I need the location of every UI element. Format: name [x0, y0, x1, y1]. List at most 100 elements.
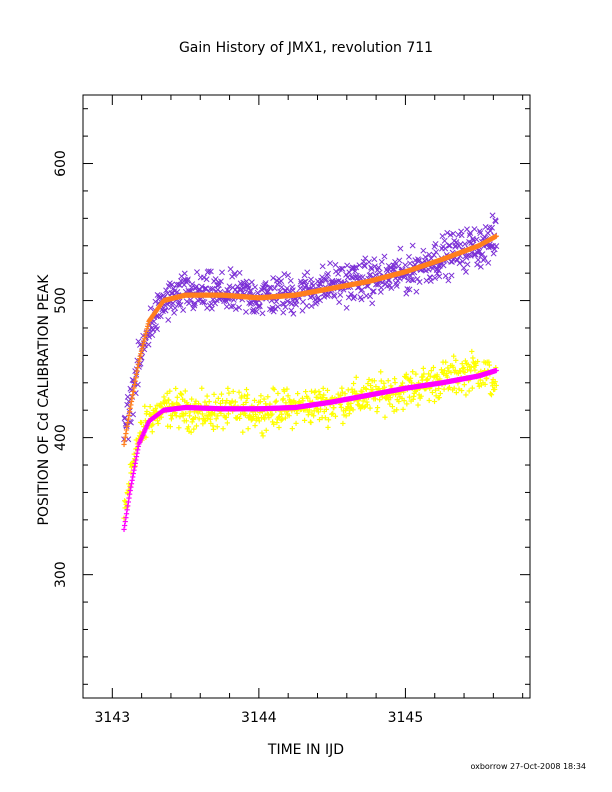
series-2-point [271, 421, 277, 427]
series-2-point [353, 374, 359, 380]
series-2-point [283, 400, 289, 406]
series-3-point [128, 484, 134, 490]
series-2-point [267, 401, 273, 407]
series-1-point [145, 321, 151, 327]
series-0-point [280, 301, 287, 308]
series-0-point [226, 283, 233, 290]
series-2-point [366, 376, 372, 383]
series-0-point [352, 268, 359, 275]
series-2-point [164, 390, 170, 396]
series-0-point [485, 244, 492, 251]
series-2-point [293, 420, 299, 426]
series-2-point [147, 403, 153, 410]
series-2-point [332, 413, 339, 419]
series-2-point [396, 398, 402, 405]
series-2-point [461, 382, 467, 388]
series-2-point [382, 414, 388, 420]
series-2-point [308, 419, 314, 426]
series-3-point [135, 447, 141, 453]
series-0-point [381, 253, 388, 260]
series-2-point [389, 403, 396, 410]
series-0-point [331, 293, 338, 300]
series-1-point [144, 326, 150, 332]
series-0-point [369, 300, 376, 307]
series-3-point [127, 487, 133, 494]
series-3-point [125, 499, 131, 505]
series-2-point [183, 410, 189, 417]
series-3-point [133, 457, 139, 463]
series-0-point [228, 303, 235, 310]
series-2-point [421, 371, 427, 377]
series-1-point [130, 392, 136, 398]
series-0-point [162, 307, 169, 314]
series-0-point [215, 282, 222, 289]
series-1-point [145, 323, 151, 329]
series-2-point [177, 414, 183, 420]
series-0-point [274, 303, 281, 310]
series-2-point [316, 388, 322, 395]
series-2-point [271, 386, 277, 393]
series-0-point [145, 341, 152, 348]
series-0-point [393, 282, 400, 289]
series-2-point [218, 391, 225, 397]
series-3-point [122, 518, 128, 525]
series-1-point [129, 395, 135, 401]
series-0-point [386, 282, 393, 289]
series-0-point [432, 275, 439, 282]
series-2-point [320, 395, 326, 401]
series-0-point [481, 255, 488, 262]
series-2-point [149, 429, 155, 435]
series-2-point [121, 498, 128, 504]
series-0-point [368, 264, 375, 271]
series-0-point [200, 274, 207, 281]
series-2-point [363, 386, 369, 392]
series-0-point [359, 286, 366, 293]
series-0-point [186, 300, 192, 307]
series-0-point [441, 237, 448, 244]
series-2-point [225, 411, 232, 417]
series-0-point [491, 246, 498, 253]
series-0-point [431, 252, 437, 258]
series-0-point [449, 258, 456, 265]
series-2-point [430, 364, 437, 371]
series-2-point [210, 426, 217, 432]
series-2-point [378, 369, 384, 375]
series-2-point [374, 405, 381, 411]
series-0-point [458, 232, 465, 239]
series-2-point [367, 405, 373, 411]
series-2-point [236, 389, 242, 395]
series-1-point [124, 423, 130, 429]
series-2-point [453, 390, 459, 396]
series-2-point [450, 364, 456, 370]
series-1-point [123, 427, 130, 433]
series-0-point [289, 287, 296, 294]
series-0-point [415, 258, 422, 265]
series-0-point [403, 290, 410, 297]
series-0-point [344, 262, 351, 269]
series-2-point [348, 400, 354, 407]
series-1-point [127, 405, 133, 411]
series-0-point [124, 393, 131, 400]
series-0-point [490, 250, 497, 257]
series-3-point [133, 454, 140, 460]
series-2-point [469, 385, 475, 391]
series-2-point [315, 395, 321, 401]
series-2-point [284, 386, 290, 392]
series-2-point [279, 416, 285, 422]
series-2-point [244, 392, 251, 398]
series-2-point [378, 378, 384, 384]
series-0-point [199, 298, 206, 305]
x-tick-label: 3144 [241, 710, 277, 726]
series-0-point [247, 300, 254, 307]
series-2-point [475, 380, 481, 387]
series-2-point [248, 417, 254, 423]
series-0-point [236, 269, 243, 276]
series-2-point [345, 387, 351, 393]
series-0-point [270, 308, 277, 315]
series-2-point [394, 407, 400, 413]
series-0-point [420, 247, 427, 254]
series-2-point [323, 406, 330, 412]
series-2-point [272, 399, 278, 405]
series-2-point [311, 408, 317, 414]
